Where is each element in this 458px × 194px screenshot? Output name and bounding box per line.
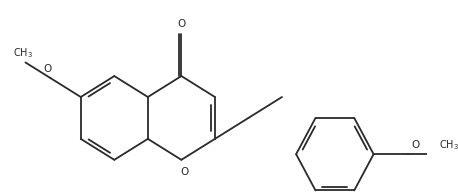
- Text: O: O: [412, 140, 420, 150]
- Text: O: O: [44, 64, 52, 74]
- Text: O: O: [180, 167, 189, 177]
- Text: CH$_3$: CH$_3$: [13, 46, 33, 60]
- Text: CH$_3$: CH$_3$: [439, 138, 458, 152]
- Text: O: O: [177, 19, 185, 29]
